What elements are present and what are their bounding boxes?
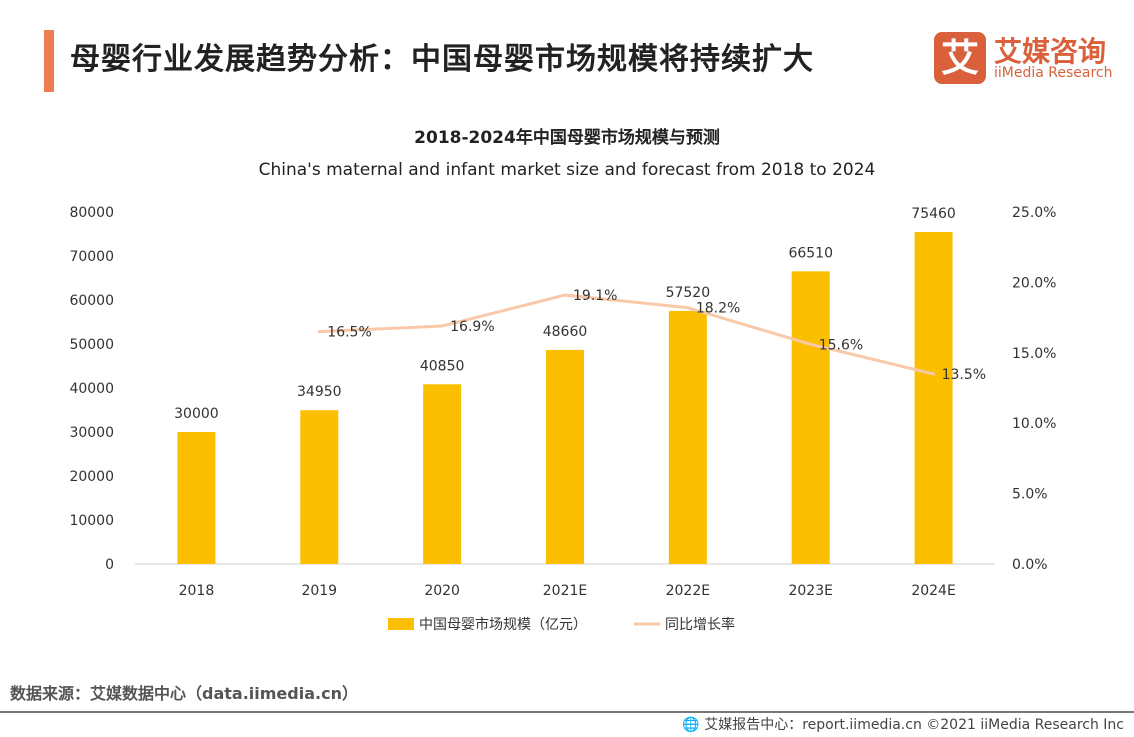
y-left-tick-label: 20000 [69,469,114,485]
legend-bar-label: 中国母婴市场规模（亿元） [419,616,587,633]
growth-point [686,306,690,310]
growth-label: 19.1% [573,288,617,304]
title-accent-bar [44,30,54,92]
footer-copyright: 🌐 艾媒报告中心：report.iimedia.cn ©2021 iiMedia… [682,714,1124,734]
growth-point [563,293,567,297]
growth-point [932,372,936,376]
y-left-tick-label: 40000 [69,381,114,397]
bar-2021E [546,349,584,564]
y-right-tick-label: 15.0% [1012,346,1056,362]
bar-2024E [914,231,953,564]
y-left-tick-label: 80000 [69,205,114,221]
copyright-text: 艾媒报告中心：report.iimedia.cn ©2021 iiMedia R… [704,717,1124,733]
y-left-tick-label: 60000 [69,293,114,309]
x-tick-label: 2018 [179,583,215,599]
data-source: 数据来源：艾媒数据中心（data.iimedia.cn） [10,684,358,703]
x-tick-label: 2020 [424,583,460,599]
bar-label: 57520 [666,285,711,301]
logo-cn: 艾媒咨询 [994,35,1107,68]
iimedia-logo: 艾 艾媒咨询 iiMedia Research [934,32,1114,86]
growth-label: 18.2% [696,301,740,317]
growth-label: 15.6% [819,337,863,353]
logo-mark: 艾 [934,32,986,84]
y-right-tick-label: 5.0% [1012,487,1048,503]
bar-label: 66510 [788,245,833,261]
growth-label: 16.9% [450,319,494,335]
bar-label: 34950 [297,384,342,400]
y-left-tick-label: 50000 [69,337,114,353]
chart-title: 2018-2024年中国母婴市场规模与预测 [414,127,720,148]
page-title: 母婴行业发展趋势分析：中国母婴市场规模将持续扩大 [70,42,814,77]
bar-label: 40850 [420,358,465,374]
footer-divider [0,711,1134,713]
bar-2020 [423,384,462,564]
x-tick-label: 2019 [301,583,337,599]
growth-rate-line [319,293,934,376]
growth-point [809,342,813,346]
x-tick-label: 2024E [911,583,955,599]
y-left-tick-label: 0 [105,557,114,573]
bar-2022E [668,310,707,564]
y-right-tick-label: 10.0% [1012,416,1056,432]
growth-point [317,330,321,334]
growth-label: 13.5% [942,367,986,383]
bar-label: 30000 [174,406,219,422]
y-right-tick-label: 25.0% [1012,205,1056,221]
legend-line-label: 同比增长率 [665,616,735,633]
bar-label: 48660 [543,324,588,340]
x-tick-label: 2021E [543,583,587,599]
growth-point [440,324,444,328]
y-left-tick-label: 70000 [69,249,114,265]
bar-2019 [300,410,339,564]
globe-icon: 🌐 [682,717,705,733]
y-right-tick-label: 0.0% [1012,557,1048,573]
chart: 2018-2024年中国母婴市场规模与预测 China's maternal an… [69,127,1056,633]
y-left-tick-label: 30000 [69,425,114,441]
growth-label: 16.5% [327,325,371,341]
chart-subtitle: China's maternal and infant market size … [259,160,876,180]
x-tick-label: 2022E [666,583,710,599]
bar-label: 75460 [911,206,956,222]
bar-2023E [791,271,830,564]
legend-bar-swatch [388,618,414,630]
logo-en: iiMedia Research [994,65,1113,81]
y-left-tick-label: 10000 [69,513,114,529]
bar-2018 [177,432,216,564]
y-right-tick-label: 20.0% [1012,275,1056,291]
x-tick-label: 2023E [788,583,832,599]
